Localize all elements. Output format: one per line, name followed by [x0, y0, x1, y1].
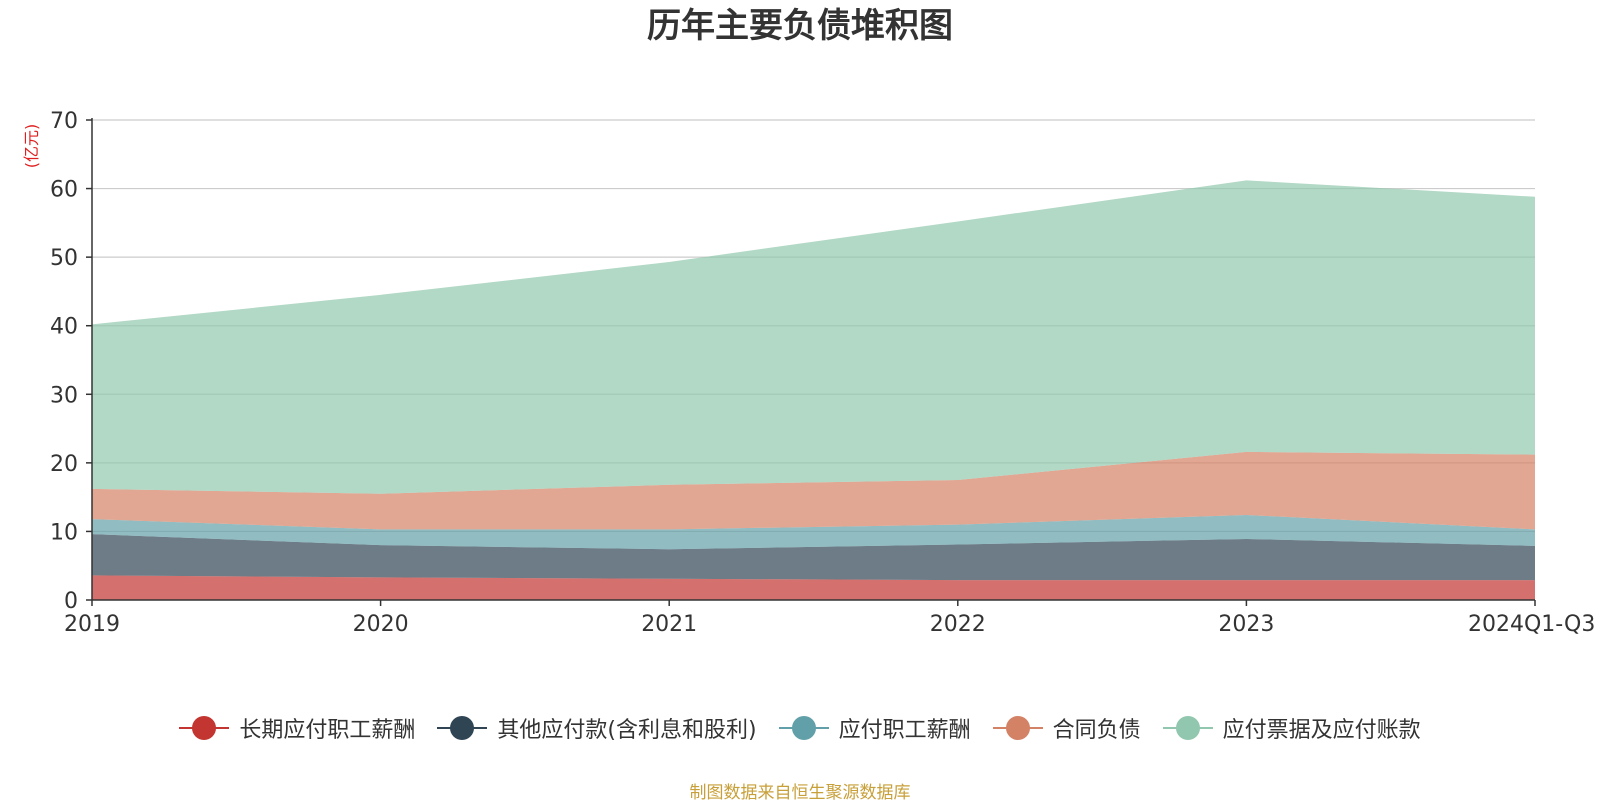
- legend-label: 应付职工薪酬: [838, 718, 971, 743]
- x-tick-label: 2020: [353, 612, 409, 637]
- area-series-other_payables: [92, 534, 1535, 581]
- y-tick-label: 60: [50, 178, 78, 203]
- area-series-long_term_payroll: [92, 575, 1535, 600]
- y-tick-label: 70: [50, 109, 78, 134]
- legend-label: 长期应付职工薪酬: [239, 718, 416, 743]
- y-tick-label: 30: [50, 383, 78, 408]
- y-tick-label: 20: [50, 452, 78, 477]
- legend-item-contract_liabilities[interactable]: 合同负债: [992, 712, 1141, 744]
- legend-label: 合同负债: [1052, 718, 1141, 743]
- legend-label: 其他应付款(含利息和股利): [497, 718, 757, 743]
- x-tick-label: 2019: [64, 612, 120, 637]
- legend-marker-icon: [437, 716, 488, 740]
- legend-item-notes_accounts_payable[interactable]: 应付票据及应付账款: [1162, 712, 1421, 744]
- area-series-notes_accounts_payable: [92, 180, 1535, 494]
- legend-item-other_payables[interactable]: 其他应付款(含利息和股利): [437, 712, 757, 744]
- legend-item-payroll_payable[interactable]: 应付职工薪酬: [778, 712, 971, 744]
- legend-label: 应付票据及应付账款: [1222, 718, 1421, 743]
- legend-marker-icon: [179, 716, 230, 740]
- chart-title: 历年主要负债堆积图: [647, 6, 953, 46]
- area-series-payroll_payable: [92, 514, 1535, 550]
- legend-marker-icon: [778, 716, 829, 740]
- y-tick-label: 10: [50, 520, 78, 545]
- area-layer: [92, 180, 1535, 600]
- x-tick-label: 2021: [641, 612, 697, 637]
- source-note: 制图数据来自恒生聚源数据库: [689, 783, 911, 803]
- legend-item-long_term_payroll[interactable]: 长期应付职工薪酬: [179, 712, 415, 744]
- y-tick-label: 0: [64, 589, 78, 614]
- legend: 长期应付职工薪酬 其他应付款(含利息和股利) 应付职工薪酬 合同负债 应付票据及应付账款: [0, 712, 1600, 744]
- area-series-contract_liabilities: [92, 451, 1535, 530]
- x-tick-label: 2024Q1-Q3: [1468, 612, 1595, 637]
- y-axis-unit-label: (亿元): [22, 124, 41, 169]
- y-tick-label: 40: [50, 315, 78, 340]
- legend-marker-icon: [1162, 716, 1213, 740]
- x-tick-label: 2023: [1218, 612, 1274, 637]
- x-tick-label: 2022: [930, 612, 986, 637]
- legend-marker-icon: [992, 716, 1043, 740]
- y-tick-label: 50: [50, 246, 78, 271]
- axis-layer: 0 10 20 30 40 50 60 70 2019 2020 2021 2022 2023 2024Q…: [50, 109, 1595, 637]
